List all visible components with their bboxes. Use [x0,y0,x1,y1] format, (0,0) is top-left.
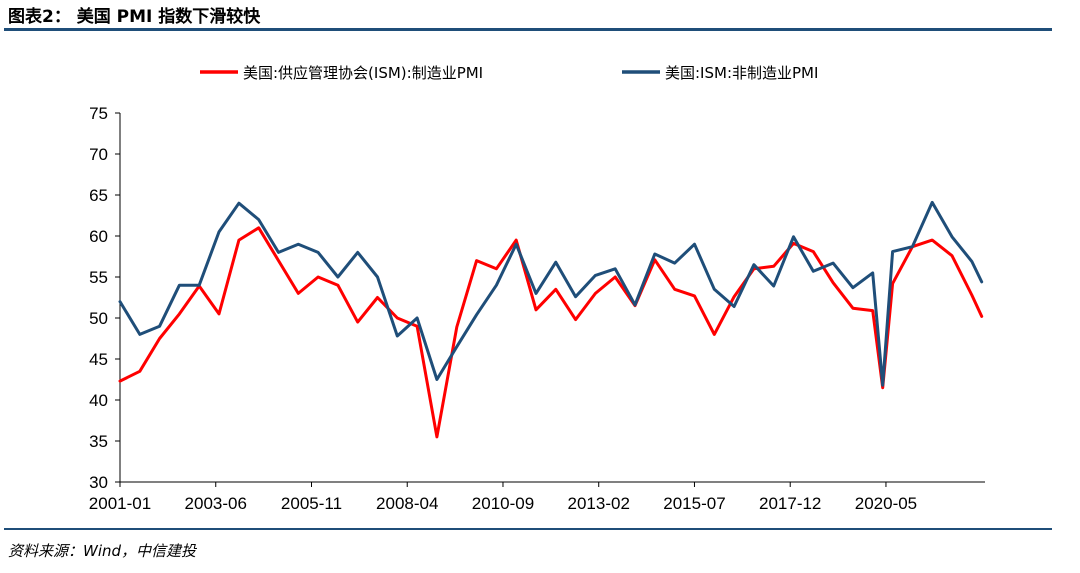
legend-label-2: 美国:ISM:非制造业PMI [665,64,818,82]
y-tick-label: 50 [89,309,108,328]
axes: 30 35 40 45 50 55 60 65 70 75 2001-01 2003-06 2005-1… [89,104,985,513]
x-tick-label: 2003-06 [185,494,247,513]
x-tick-label: 2001-01 [89,494,151,513]
x-tick-label: 2005-11 [281,494,342,513]
x-tick-label: 2020-05 [855,494,917,513]
x-tick-label: 2008-04 [376,494,438,513]
y-tick-label: 45 [89,350,108,369]
y-tick-label: 70 [89,145,108,164]
x-tick-label: 2013-02 [568,494,630,513]
bottom-divider [4,528,1052,530]
y-tick-label: 60 [89,227,108,246]
y-tick-label: 30 [89,473,108,492]
figure-title: 图表2： 美国 PMI 指数下滑较快 [8,7,261,27]
source-note: 资料来源：Wind，中信建投 [8,542,197,560]
top-divider [4,28,1052,31]
y-tick-label: 65 [89,186,108,205]
y-tick-label: 40 [89,391,108,410]
y-tick-label: 75 [89,104,108,123]
y-tick-label: 35 [89,432,108,451]
series-line-1 [118,226,984,439]
y-tick-label: 55 [89,268,108,287]
x-tick-label: 2010-09 [472,494,534,513]
series-lines [118,200,984,439]
legend: 美国:供应管理协会(ISM):制造业PMI 美国:ISM:非制造业PMI [200,64,818,82]
x-tick-label: 2015-07 [663,494,725,513]
series-line-2 [118,200,984,387]
legend-label-1: 美国:供应管理协会(ISM):制造业PMI [243,64,483,82]
x-tick-label: 2017-12 [759,494,821,513]
